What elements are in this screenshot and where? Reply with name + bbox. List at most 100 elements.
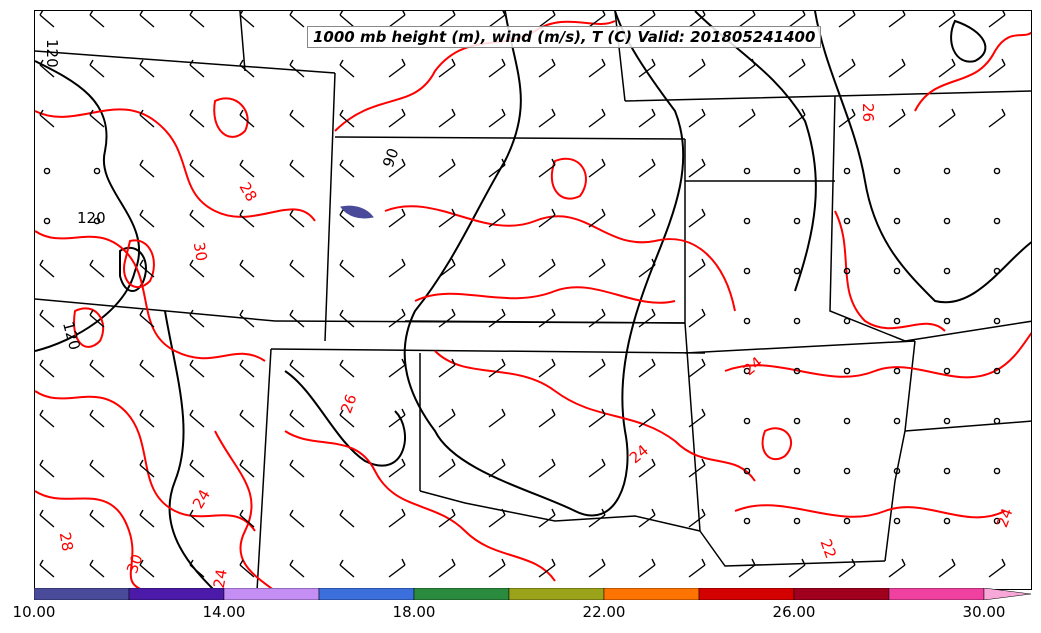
height-contour-main — [403, 11, 685, 517]
height-contour-east — [814, 11, 1031, 304]
wind-barb — [888, 11, 906, 28]
wind-barb — [239, 109, 255, 128]
wind-barb — [938, 108, 956, 128]
wind-barb — [888, 58, 906, 78]
wind-barb — [39, 309, 55, 328]
wind-barb — [189, 11, 205, 28]
calm-wind-circle — [843, 167, 851, 175]
wind-barb — [289, 359, 305, 378]
wind-barb — [538, 158, 556, 178]
calm-wind-circle — [943, 467, 951, 475]
colorbar-segment — [888, 588, 985, 600]
wind-barb — [488, 258, 506, 278]
wind-barb — [538, 308, 556, 328]
border-ok-panhandle — [256, 348, 272, 589]
wind-barb — [39, 459, 55, 478]
wind-barb — [39, 359, 55, 378]
calm-wind-circle — [793, 217, 801, 225]
wind-barb — [488, 508, 506, 528]
wind-barb — [289, 11, 305, 28]
wind-barb — [189, 209, 205, 228]
wind-barb — [139, 109, 155, 128]
calm-wind-circle — [843, 517, 851, 525]
wind-barb — [189, 259, 205, 278]
wind-barb — [488, 458, 506, 478]
border-ar-la — [699, 530, 886, 567]
wind-barb — [388, 558, 406, 578]
colorbar-segment — [34, 588, 130, 600]
height-contour-tx — [284, 370, 406, 467]
wind-barb — [638, 508, 656, 528]
temp-contour-ks — [414, 286, 676, 304]
wind-barb — [189, 459, 205, 478]
wind-barb — [538, 208, 556, 228]
wind-barb — [638, 358, 656, 378]
temp-contour-west2 — [35, 230, 266, 362]
colorbar-tick-label: 10.00 — [12, 603, 56, 621]
wind-barb — [239, 309, 255, 328]
colorbar-tick-label: 22.00 — [582, 603, 626, 621]
temp-contour-sw — [214, 430, 274, 589]
temp-contour-loop3 — [73, 307, 105, 348]
wind-barb — [588, 158, 606, 178]
temp-label: 24 — [626, 441, 652, 467]
wind-barb — [788, 558, 806, 578]
wind-barb — [388, 358, 406, 378]
calm-wind-circle — [993, 167, 1001, 175]
wind-barb — [738, 108, 756, 128]
height-label: 120 — [77, 209, 106, 227]
wind-barb — [89, 409, 105, 428]
temp-contour-west4 — [35, 490, 143, 589]
temp-contour-loop5 — [761, 427, 792, 461]
calm-wind-circle — [893, 267, 901, 275]
wind-barb — [588, 58, 606, 78]
wind-barb — [289, 209, 305, 228]
border-wy-east — [324, 72, 336, 342]
wind-barb — [239, 11, 255, 28]
temp-label: 24 — [210, 568, 231, 590]
wind-barb — [488, 11, 506, 28]
wind-barb — [538, 11, 556, 28]
calm-wind-circle — [893, 517, 901, 525]
wind-barb — [988, 108, 1006, 128]
calm-wind-circle — [993, 467, 1001, 475]
wind-barb — [388, 58, 406, 78]
wind-barb — [588, 558, 606, 578]
wind-barb — [438, 208, 456, 228]
calm-wind-circle — [943, 317, 951, 325]
temp-contour-east — [914, 31, 1031, 112]
wind-barb — [488, 308, 506, 328]
calm-wind-circle — [743, 517, 751, 525]
wind-barb — [588, 208, 606, 228]
border-ky — [904, 320, 1031, 342]
wind-barb — [239, 409, 255, 428]
calm-wind-circle — [943, 167, 951, 175]
border-dakotas — [239, 11, 246, 72]
wind-barb — [388, 108, 406, 128]
wind-barb — [189, 559, 205, 578]
temp-label: 24 — [740, 353, 766, 379]
wind-barb — [289, 509, 305, 528]
wind-barb — [289, 409, 305, 428]
wind-barb — [438, 508, 456, 528]
calm-wind-circle — [93, 217, 101, 225]
wind-barb — [339, 209, 355, 228]
calm-wind-circle — [893, 217, 901, 225]
wind-barb — [488, 558, 506, 578]
wind-barb — [239, 459, 255, 478]
wind-barb — [239, 259, 255, 278]
wind-barb — [688, 108, 706, 128]
wind-barb — [938, 58, 956, 78]
temp-contour-loop2 — [213, 97, 249, 138]
calm-wind-circle — [993, 267, 1001, 275]
wind-barb — [438, 358, 456, 378]
calm-wind-circle — [943, 517, 951, 525]
wind-barb — [388, 508, 406, 528]
wind-barb — [638, 208, 656, 228]
border-ia-mn — [624, 90, 1031, 102]
calm-wind-circle — [843, 267, 851, 275]
wind-barb — [289, 109, 305, 128]
wind-barb — [538, 258, 556, 278]
border-wy-north — [35, 50, 336, 74]
wind-barb — [638, 408, 656, 428]
